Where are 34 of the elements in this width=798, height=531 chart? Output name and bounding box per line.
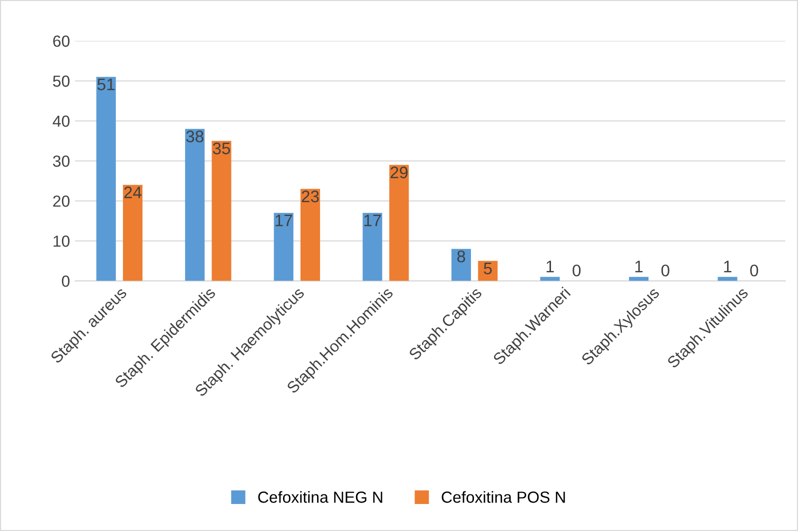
bar bbox=[96, 76, 116, 281]
data-label: 0 bbox=[572, 264, 581, 276]
data-label: 1 bbox=[635, 260, 643, 272]
data-label: 8 bbox=[457, 250, 466, 262]
data-label: 17 bbox=[364, 214, 381, 226]
bar bbox=[300, 188, 320, 281]
data-label: 51 bbox=[97, 78, 115, 90]
y-tick-label: 10 bbox=[54, 236, 70, 247]
y-tick-label: 20 bbox=[53, 196, 70, 207]
bar bbox=[274, 212, 294, 281]
data-label: 17 bbox=[276, 214, 292, 226]
y-tick-label: 40 bbox=[52, 116, 70, 127]
bar bbox=[362, 212, 382, 281]
data-label: 38 bbox=[186, 130, 204, 142]
bar bbox=[451, 248, 471, 281]
data-label: 23 bbox=[302, 190, 319, 202]
data-label: 35 bbox=[212, 142, 230, 154]
bar bbox=[389, 164, 409, 281]
data-label: 24 bbox=[124, 186, 142, 198]
data-label: 0 bbox=[661, 264, 670, 276]
bar bbox=[122, 184, 142, 281]
legend-label: Cefoxitina NEG N bbox=[258, 491, 382, 503]
bar bbox=[185, 128, 205, 281]
data-label: 1 bbox=[724, 260, 732, 272]
y-tick-label: 0 bbox=[62, 276, 70, 287]
data-label: 5 bbox=[484, 262, 492, 274]
data-label: 0 bbox=[750, 264, 758, 276]
y-tick-label: 60 bbox=[53, 36, 70, 47]
data-label: 29 bbox=[390, 166, 408, 178]
legend-label: Cefoxitina POS N bbox=[442, 491, 565, 503]
data-label: 1 bbox=[546, 260, 554, 272]
bar bbox=[212, 140, 232, 281]
y-tick-label: 50 bbox=[53, 76, 70, 87]
y-tick-label: 30 bbox=[52, 156, 70, 167]
